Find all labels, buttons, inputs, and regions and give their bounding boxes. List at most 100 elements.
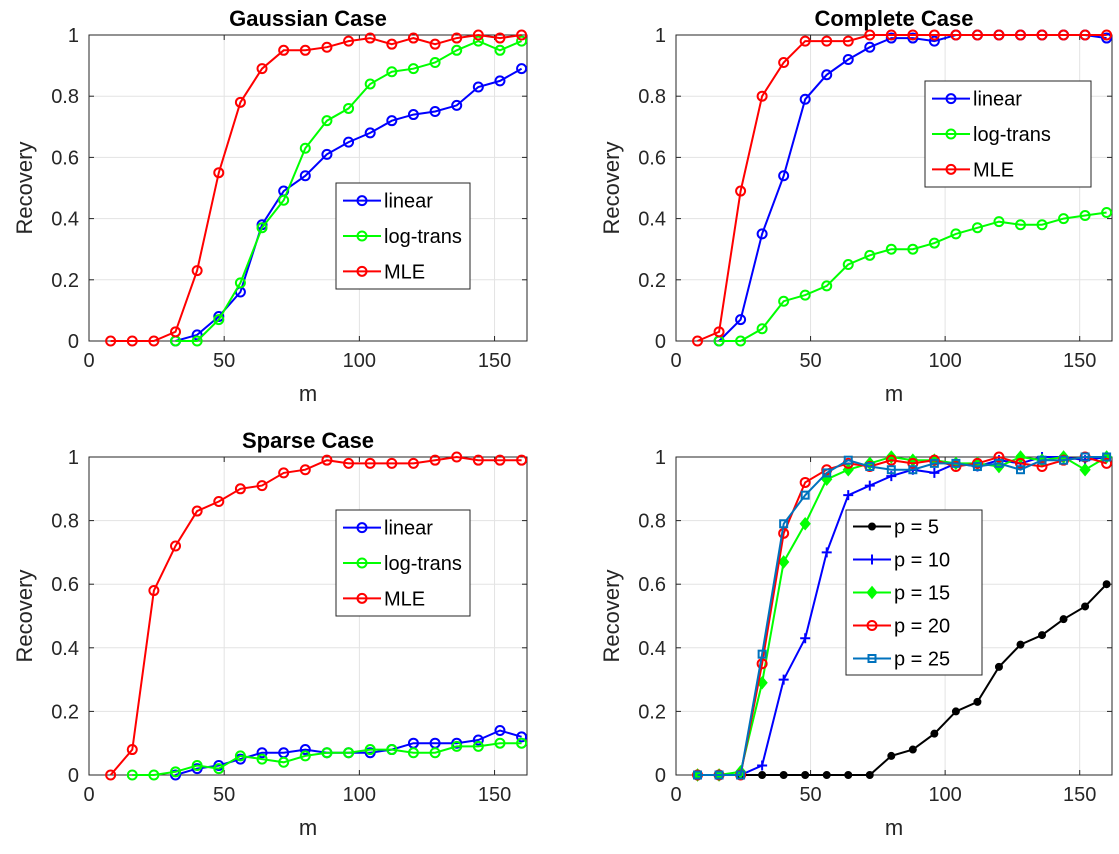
legend-label: p = 5 xyxy=(894,517,939,539)
data-point xyxy=(778,57,790,69)
data-point xyxy=(822,771,831,779)
data-point xyxy=(994,662,1003,671)
data-point xyxy=(951,707,960,716)
data-point xyxy=(321,747,333,759)
legend-label: log-trans xyxy=(384,226,462,248)
data-point xyxy=(407,457,419,469)
x-tick-label: 100 xyxy=(928,350,961,372)
data-point xyxy=(1101,29,1113,41)
data-point xyxy=(908,745,917,754)
y-tick-label: 1 xyxy=(68,447,79,469)
data-point xyxy=(364,747,376,759)
y-tick-label: 0 xyxy=(655,765,666,787)
data-point xyxy=(907,457,919,469)
data-point xyxy=(1101,206,1113,218)
x-tick-label: 50 xyxy=(799,350,821,372)
data-point xyxy=(778,674,789,685)
data-point xyxy=(930,729,939,738)
data-point xyxy=(386,38,398,50)
data-point xyxy=(1015,465,1025,475)
data-point xyxy=(191,335,203,347)
data-point xyxy=(299,170,311,182)
legend-label: p = 10 xyxy=(894,550,950,572)
legend-marker xyxy=(356,592,368,604)
series-mle xyxy=(692,29,1113,347)
data-point xyxy=(343,136,355,148)
data-point xyxy=(1059,455,1069,465)
data-point xyxy=(213,496,225,508)
plot-frame xyxy=(88,34,528,342)
data-point xyxy=(993,29,1005,41)
data-point xyxy=(234,277,246,289)
data-point xyxy=(843,455,853,465)
data-point xyxy=(757,649,767,659)
series-log-trans xyxy=(713,206,1113,347)
data-point xyxy=(343,102,355,114)
data-point xyxy=(429,454,441,466)
data-point xyxy=(778,555,790,569)
data-point xyxy=(800,490,810,500)
data-point xyxy=(885,454,897,466)
y-tick-label: 0 xyxy=(655,331,666,353)
data-point xyxy=(191,505,203,517)
data-point xyxy=(756,228,768,240)
data-point xyxy=(971,29,983,41)
y-tick-label: 0.8 xyxy=(51,86,79,108)
legend-marker xyxy=(867,554,877,565)
data-point xyxy=(472,734,484,746)
data-point xyxy=(126,769,138,781)
data-point xyxy=(736,770,746,780)
data-point xyxy=(950,228,962,240)
data-point xyxy=(451,737,463,749)
y-tick-label: 0 xyxy=(68,765,79,787)
data-point xyxy=(429,747,441,759)
data-point xyxy=(799,35,811,47)
data-point xyxy=(256,63,268,75)
data-point xyxy=(929,467,940,478)
series-line xyxy=(132,742,522,776)
y-axis-label: Recovery xyxy=(12,142,37,235)
series-line xyxy=(719,211,1107,342)
legend-label: p = 20 xyxy=(894,616,950,638)
data-point xyxy=(887,751,896,760)
data-point xyxy=(386,457,398,469)
data-point xyxy=(799,516,811,531)
data-point xyxy=(170,766,182,778)
data-point xyxy=(1038,631,1047,640)
data-point xyxy=(1102,452,1112,462)
legend-marker xyxy=(356,230,368,242)
data-point xyxy=(714,770,724,780)
data-point xyxy=(1079,210,1091,222)
data-point xyxy=(494,737,506,749)
data-point xyxy=(407,32,419,44)
y-tick-label: 0 xyxy=(68,331,79,353)
data-point xyxy=(865,771,874,779)
legend-label: linear xyxy=(384,518,433,540)
data-point xyxy=(821,547,832,558)
data-point xyxy=(494,454,506,466)
data-point xyxy=(885,29,897,41)
data-point xyxy=(928,35,940,47)
data-point xyxy=(756,323,768,335)
data-point xyxy=(950,29,962,41)
data-point xyxy=(451,451,463,463)
data-point xyxy=(191,329,203,341)
data-point xyxy=(472,454,484,466)
legend-marker xyxy=(866,620,878,631)
legend-marker xyxy=(945,163,957,175)
data-point xyxy=(516,29,528,41)
data-point xyxy=(516,731,528,743)
x-tick-label: 150 xyxy=(1063,784,1096,806)
data-point xyxy=(234,96,246,108)
data-point xyxy=(757,760,768,771)
legend-marker xyxy=(866,585,878,600)
data-point xyxy=(451,44,463,56)
data-point xyxy=(191,265,203,277)
legend-label: linear xyxy=(973,89,1022,111)
data-point xyxy=(1014,219,1026,231)
data-point xyxy=(364,457,376,469)
data-point xyxy=(864,41,876,53)
data-point xyxy=(170,540,182,552)
data-point xyxy=(516,35,528,47)
